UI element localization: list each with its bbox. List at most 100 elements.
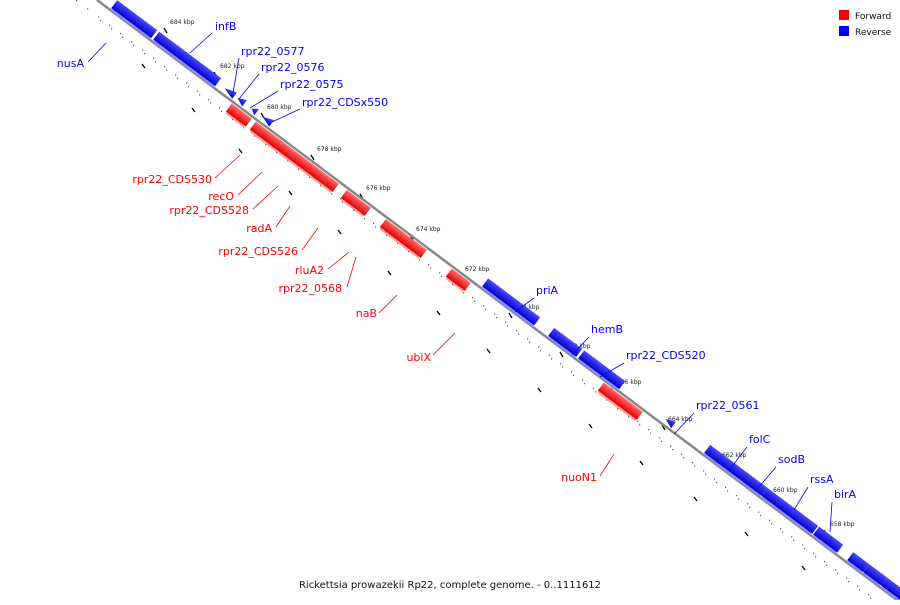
gene-infB[interactable] — [152, 31, 222, 88]
gene-label-rluA2[interactable]: rluA2 — [295, 264, 324, 277]
gene-label-rpr22_CDS520[interactable]: rpr22_CDS520 — [626, 349, 706, 362]
gene-birA[interactable] — [812, 526, 844, 555]
track-dot — [463, 292, 465, 294]
gene-label-rpr22_0575[interactable]: rpr22_0575 — [280, 78, 344, 91]
genome-backbone — [96, 0, 898, 601]
gene-ubiX[interactable] — [445, 268, 471, 293]
gene-rpr22_0576[interactable] — [235, 95, 247, 107]
leader-line — [599, 362, 625, 378]
gene-label-hemB[interactable]: hemB — [591, 323, 623, 336]
gene-block[interactable] — [846, 552, 870, 574]
gene-body — [597, 382, 643, 420]
gene-label-birA[interactable]: birA — [834, 488, 857, 501]
gene-body — [379, 219, 427, 258]
track-dot — [857, 585, 859, 587]
gene-body — [578, 350, 626, 390]
gene-label-naB[interactable]: naB — [356, 307, 377, 320]
gene-rpr22_0568[interactable] — [340, 189, 371, 218]
track-dot — [870, 597, 872, 599]
track-dot — [120, 33, 122, 35]
track-dot — [265, 143, 267, 145]
track-dot — [804, 548, 806, 550]
track-dot — [824, 561, 826, 563]
gene-label-folC[interactable]: folC — [749, 433, 771, 446]
genome-caption: Rickettsia prowazekii Rp22, complete gen… — [299, 580, 601, 591]
tick-label: 682 kbp — [220, 63, 245, 70]
track-dot — [714, 478, 716, 480]
gene-label-sodB[interactable]: sodB — [778, 453, 805, 466]
gene-rpr22_0575[interactable] — [249, 105, 259, 116]
track-dot — [815, 556, 817, 558]
gene-label-nusA[interactable]: nusA — [57, 57, 85, 70]
gene-rpr22_0577[interactable] — [222, 85, 237, 99]
gene-radA[interactable] — [278, 143, 319, 178]
gene-shadow — [445, 277, 465, 292]
track-dot — [747, 503, 749, 505]
gene-label-nuoN1[interactable]: nuoN1 — [561, 471, 597, 484]
tick-mark — [801, 565, 806, 571]
gene-features — [110, 0, 900, 605]
gene-body — [225, 103, 252, 127]
track-dot — [474, 300, 476, 302]
track-dot — [606, 399, 608, 401]
gene-rpr22_CDSx550[interactable] — [260, 114, 274, 127]
gene-label-ubiX[interactable]: ubiX — [406, 351, 431, 364]
track-dot — [153, 57, 155, 59]
gene-label-rssA[interactable]: rssA — [810, 473, 834, 486]
gene-rpr22_CDS528[interactable] — [267, 135, 286, 154]
track-dot — [186, 82, 188, 84]
track-dot — [144, 53, 146, 55]
gene-rluA2[interactable] — [310, 167, 339, 193]
gene-label-priA[interactable]: priA — [536, 284, 559, 297]
gene-nusA[interactable] — [110, 0, 158, 40]
track-dot — [419, 259, 421, 261]
track-dot — [199, 94, 201, 96]
track-dot — [551, 358, 553, 360]
track-dot — [243, 127, 245, 129]
track-dot — [650, 432, 652, 434]
gene-label-rpr22_0561[interactable]: rpr22_0561 — [696, 399, 760, 412]
gene-label-rpr22_CDS526[interactable]: rpr22_CDS526 — [218, 245, 298, 258]
track-dot — [375, 226, 377, 228]
gene-nuoN1[interactable] — [597, 382, 643, 422]
tick-mark — [559, 351, 564, 358]
gene-rpr22_0561[interactable] — [663, 416, 676, 429]
gene-shadow — [862, 572, 881, 587]
track-dot — [727, 490, 729, 492]
track-dot — [373, 222, 375, 224]
gene-folC[interactable] — [703, 444, 749, 483]
track-dot — [428, 264, 430, 266]
gene-label-radA[interactable]: radA — [246, 222, 272, 235]
gene-label-rpr22_0576[interactable]: rpr22_0576 — [261, 61, 325, 74]
gene-arrow — [224, 88, 237, 99]
tick-mark — [288, 190, 293, 196]
gene-shadow — [812, 535, 837, 554]
gene-sodB[interactable] — [740, 472, 768, 498]
gene-label-rpr22_0568[interactable]: rpr22_0568 — [278, 282, 342, 295]
gene-label-rpr22_CDS530[interactable]: rpr22_CDS530 — [132, 173, 212, 186]
gene-rpr22_CDS530[interactable] — [225, 103, 252, 129]
leader-line — [238, 73, 260, 100]
gene-label-rpr22_CDSx550[interactable]: rpr22_CDSx550 — [302, 96, 388, 109]
track-dot — [782, 531, 784, 533]
gene-label-recO[interactable]: recO — [208, 190, 234, 203]
gene-rssA[interactable] — [760, 487, 819, 536]
gene-shadow — [110, 8, 151, 40]
gene-label-rpr22_0577[interactable]: rpr22_0577 — [241, 45, 305, 58]
tick-mark — [238, 148, 243, 154]
gene-naB[interactable] — [379, 219, 427, 259]
inner-dotted-track — [100, 20, 872, 599]
gene-hemB[interactable] — [547, 327, 583, 359]
track-dot — [166, 69, 168, 71]
track-dot — [430, 267, 432, 269]
gene-block[interactable] — [862, 564, 888, 587]
track-dot — [848, 581, 850, 583]
track-dot — [397, 242, 399, 244]
gene-rpr22_CDS520[interactable] — [577, 350, 626, 391]
track-dot — [769, 519, 771, 521]
track-dot — [703, 470, 705, 472]
tick-mark — [310, 154, 315, 161]
gene-label-rpr22_CDS528[interactable]: rpr22_CDS528 — [169, 204, 249, 217]
gene-priA[interactable] — [481, 278, 541, 327]
gene-label-infB[interactable]: infB — [215, 20, 236, 33]
